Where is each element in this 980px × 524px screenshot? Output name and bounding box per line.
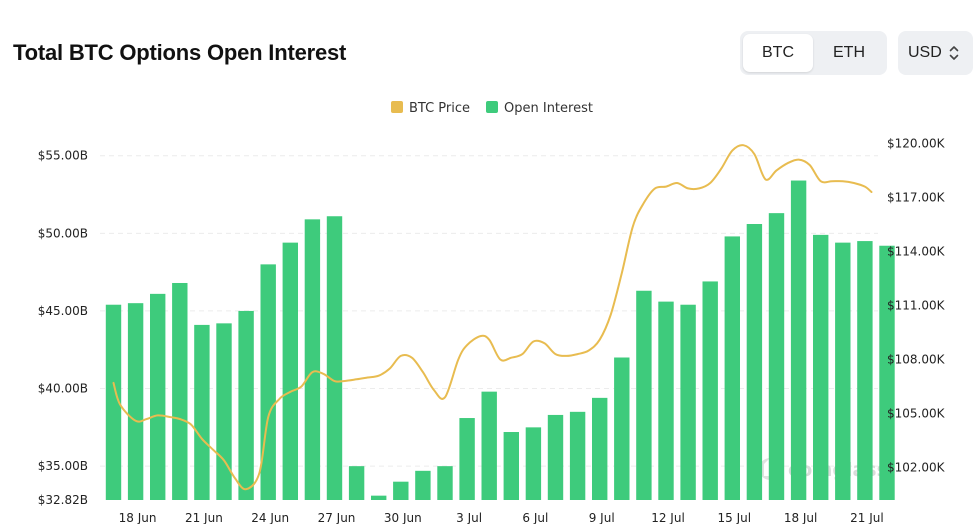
open-interest-bar bbox=[592, 397, 608, 500]
legend-swatch-btc-price bbox=[391, 101, 403, 113]
x-axis-tick-label: 18 Jun bbox=[119, 511, 157, 524]
x-axis: 18 Jun 21 Jun 24 Jun 27 Jun 30 Jun 3 Jul 6 Jul… bbox=[119, 511, 884, 524]
tab-btc[interactable]: BTC bbox=[743, 34, 813, 72]
page-title: Total BTC Options Open Interest bbox=[13, 40, 347, 65]
open-interest-bar bbox=[702, 281, 718, 500]
legend-label-open-interest[interactable]: Open Interest bbox=[504, 101, 593, 116]
x-axis-tick-label: 21 Jun bbox=[185, 511, 223, 524]
x-axis-tick-label: 12 Jul bbox=[651, 511, 685, 524]
open-interest-bar bbox=[326, 216, 343, 501]
open-interest-bar bbox=[437, 466, 453, 500]
left-axis-tick-label: $32.82B bbox=[38, 493, 88, 507]
open-interest-bar bbox=[172, 282, 188, 500]
left-axis-tick-label: $35.00B bbox=[38, 459, 88, 473]
open-interest-bar bbox=[768, 213, 785, 500]
chevron-up-down-icon bbox=[949, 46, 959, 60]
open-interest-bar bbox=[658, 301, 674, 500]
open-interest-bar bbox=[614, 357, 630, 500]
open-interest-bar bbox=[127, 303, 144, 500]
open-interest-bar bbox=[547, 414, 564, 500]
open-interest-bar bbox=[636, 290, 652, 500]
open-interest-bar bbox=[790, 180, 807, 500]
x-axis-tick-label: 15 Jul bbox=[718, 511, 752, 524]
open-interest-bars bbox=[105, 180, 895, 501]
x-axis-tick-label: 6 Jul bbox=[522, 511, 548, 524]
open-interest-bar bbox=[348, 466, 365, 500]
asset-toggle: BTC ETH bbox=[740, 31, 887, 75]
btc-price-line-path bbox=[112, 144, 873, 491]
open-interest-bar bbox=[304, 219, 321, 500]
open-interest-bar bbox=[150, 293, 166, 500]
right-axis-tick-label: $108.00K bbox=[887, 353, 946, 367]
open-interest-bar bbox=[393, 481, 409, 500]
open-interest-bar bbox=[260, 264, 276, 500]
x-axis-tick-label: 24 Jun bbox=[251, 511, 289, 524]
left-axis-tick-label: $45.00B bbox=[38, 304, 88, 318]
open-interest-bar bbox=[835, 242, 851, 500]
open-interest-bar bbox=[415, 470, 431, 500]
right-axis-tick-label: $117.00K bbox=[887, 190, 946, 204]
open-interest-bar bbox=[724, 236, 740, 500]
left-axis: $32.82B $35.00B $40.00B $45.00B $50.00B $55.0… bbox=[38, 149, 88, 507]
right-axis: $102.00K $105.00K $108.00K $111.00K $114.00K… bbox=[887, 136, 946, 474]
legend: BTC Price Open Interest bbox=[391, 101, 593, 116]
open-interest-bar bbox=[746, 224, 763, 500]
legend-label-btc-price[interactable]: BTC Price bbox=[409, 101, 470, 116]
x-axis-tick-label: 3 Jul bbox=[456, 511, 482, 524]
open-interest-bar bbox=[238, 310, 254, 500]
left-axis-tick-label: $40.00B bbox=[38, 382, 88, 396]
currency-label: USD bbox=[908, 44, 942, 61]
open-interest-bar bbox=[879, 245, 895, 500]
open-interest-bar bbox=[857, 241, 873, 500]
right-axis-tick-label: $114.00K bbox=[887, 244, 946, 258]
currency-select[interactable]: USD bbox=[898, 31, 973, 75]
x-axis-tick-label: 21 Jul bbox=[850, 511, 884, 524]
open-interest-bar bbox=[680, 304, 696, 500]
open-interest-bar bbox=[459, 418, 475, 500]
open-interest-bar bbox=[481, 391, 497, 500]
left-axis-tick-label: $55.00B bbox=[38, 149, 88, 163]
open-interest-bar bbox=[105, 304, 122, 500]
open-interest-bar bbox=[503, 432, 519, 500]
open-interest-bar bbox=[194, 324, 210, 500]
x-axis-tick-label: 18 Jul bbox=[784, 511, 818, 524]
tab-eth[interactable]: ETH bbox=[833, 44, 865, 61]
open-interest-bar bbox=[525, 427, 542, 500]
open-interest-bar bbox=[216, 323, 232, 500]
open-interest-bar bbox=[569, 411, 586, 500]
open-interest-bar bbox=[371, 495, 387, 500]
right-axis-tick-label: $105.00K bbox=[887, 407, 946, 421]
x-axis-tick-label: 9 Jul bbox=[589, 511, 615, 524]
right-axis-tick-label: $111.00K bbox=[887, 298, 946, 312]
legend-swatch-open-interest bbox=[486, 101, 498, 113]
x-axis-tick-label: 27 Jun bbox=[318, 511, 356, 524]
right-axis-tick-label: $120.00K bbox=[887, 136, 946, 150]
open-interest-bar bbox=[813, 234, 829, 501]
left-axis-tick-label: $50.00B bbox=[38, 226, 88, 240]
x-axis-tick-label: 30 Jun bbox=[384, 511, 422, 524]
btc-price-line bbox=[112, 144, 873, 491]
open-interest-bar bbox=[282, 242, 298, 500]
right-axis-tick-label: $102.00K bbox=[887, 461, 946, 475]
